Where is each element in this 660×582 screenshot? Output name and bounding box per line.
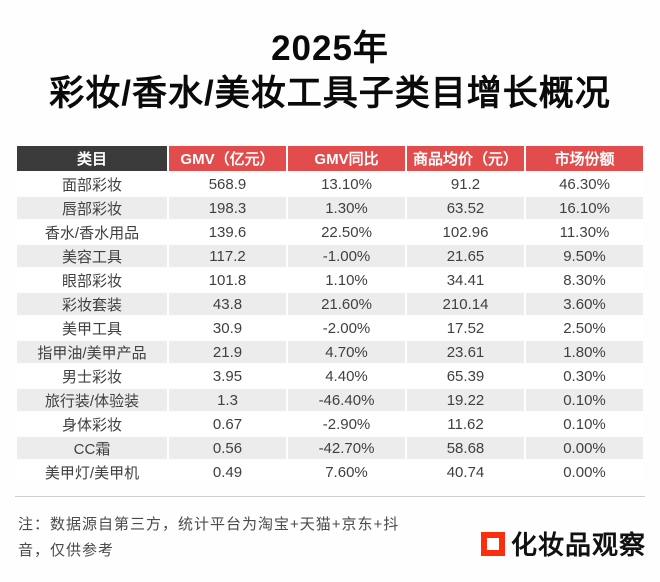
value-cell: 1.3 <box>169 389 286 411</box>
table-row: 唇部彩妆 198.3 1.30% 63.52 16.10% <box>17 197 643 219</box>
value-cell: 210.14 <box>407 293 524 315</box>
data-source-note: 注：数据源自第三方，统计平台为淘宝+天猫+京东+抖 音，仅供参考 <box>18 512 399 564</box>
value-cell: 1.30% <box>288 197 405 219</box>
note-line-2: 音，仅供参考 <box>18 542 115 559</box>
value-cell: 21.60% <box>288 293 405 315</box>
footer: 注：数据源自第三方，统计平台为淘宝+天猫+京东+抖 音，仅供参考 化妆品观察 <box>18 512 646 564</box>
value-cell: 46.30% <box>526 173 643 195</box>
category-cell: 旅行装/体验装 <box>17 389 167 411</box>
value-cell: 3.60% <box>526 293 643 315</box>
table-row: 身体彩妆 0.67 -2.90% 11.62 0.10% <box>17 413 643 435</box>
category-cell: 身体彩妆 <box>17 413 167 435</box>
value-cell: 19.22 <box>407 389 524 411</box>
value-cell: 4.40% <box>288 365 405 387</box>
value-cell: -42.70% <box>288 437 405 459</box>
category-cell: 美甲工具 <box>17 317 167 339</box>
column-header-category: 类目 <box>17 146 167 171</box>
value-cell: 3.95 <box>169 365 286 387</box>
value-cell: 30.9 <box>169 317 286 339</box>
value-cell: 0.00% <box>526 461 643 483</box>
value-cell: 0.10% <box>526 413 643 435</box>
value-cell: 0.10% <box>526 389 643 411</box>
table-row: 旅行装/体验装 1.3 -46.40% 19.22 0.10% <box>17 389 643 411</box>
value-cell: 63.52 <box>407 197 524 219</box>
category-cell: 唇部彩妆 <box>17 197 167 219</box>
value-cell: 139.6 <box>169 221 286 243</box>
value-cell: 40.74 <box>407 461 524 483</box>
category-cell: 彩妆套装 <box>17 293 167 315</box>
table-row: 美甲工具 30.9 -2.00% 17.52 2.50% <box>17 317 643 339</box>
value-cell: 0.00% <box>526 437 643 459</box>
value-cell: 16.10% <box>526 197 643 219</box>
table-row: CC霜 0.56 -42.70% 58.68 0.00% <box>17 437 643 459</box>
value-cell: 101.8 <box>169 269 286 291</box>
category-cell: CC霜 <box>17 437 167 459</box>
brand-name: 化妆品观察 <box>510 530 646 560</box>
data-table: 类目 GMV（亿元） GMV同比 商品均价（元） 市场份额 面部彩妆 568.9 13.10… <box>15 144 645 485</box>
value-cell: 11.30% <box>526 221 643 243</box>
value-cell: 2.50% <box>526 317 643 339</box>
table-body: 面部彩妆 568.9 13.10% 91.2 46.30% 唇部彩妆 198.3 1.30% 6… <box>17 173 643 483</box>
category-cell: 面部彩妆 <box>17 173 167 195</box>
table-row: 美甲灯/美甲机 0.49 7.60% 40.74 0.00% <box>17 461 643 483</box>
value-cell: 23.61 <box>407 341 524 363</box>
table-row: 香水/香水用品 139.6 22.50% 102.96 11.30% <box>17 221 643 243</box>
value-cell: 11.62 <box>407 413 524 435</box>
value-cell: 22.50% <box>288 221 405 243</box>
column-header: GMV同比 <box>288 146 405 171</box>
value-cell: 1.80% <box>526 341 643 363</box>
value-cell: 198.3 <box>169 197 286 219</box>
value-cell: 568.9 <box>169 173 286 195</box>
value-cell: 43.8 <box>169 293 286 315</box>
value-cell: 65.39 <box>407 365 524 387</box>
table-row: 眼部彩妆 101.8 1.10% 34.41 8.30% <box>17 269 643 291</box>
red-square-logo-icon <box>480 531 505 556</box>
table-row: 男士彩妆 3.95 4.40% 65.39 0.30% <box>17 365 643 387</box>
value-cell: -46.40% <box>288 389 405 411</box>
category-cell: 指甲油/美甲产品 <box>17 341 167 363</box>
table-row: 面部彩妆 568.9 13.10% 91.2 46.30% <box>17 173 643 195</box>
category-cell: 美容工具 <box>17 245 167 267</box>
page-title: 2025年 彩妆/香水/美妆工具子类目增长概况 <box>0 26 660 116</box>
value-cell: -2.00% <box>288 317 405 339</box>
value-cell: 13.10% <box>288 173 405 195</box>
category-cell: 美甲灯/美甲机 <box>17 461 167 483</box>
value-cell: 102.96 <box>407 221 524 243</box>
title-line-subject: 彩妆/香水/美妆工具子类目增长概况 <box>49 74 611 113</box>
table-row: 指甲油/美甲产品 21.9 4.70% 23.61 1.80% <box>17 341 643 363</box>
table-header-row: 类目 GMV（亿元） GMV同比 商品均价（元） 市场份额 <box>17 146 643 171</box>
value-cell: 0.30% <box>526 365 643 387</box>
value-cell: 9.50% <box>526 245 643 267</box>
brand-logo: 化妆品观察 <box>480 525 646 564</box>
value-cell: 0.56 <box>169 437 286 459</box>
value-cell: 4.70% <box>288 341 405 363</box>
value-cell: 7.60% <box>288 461 405 483</box>
table-row: 美容工具 117.2 -1.00% 21.65 9.50% <box>17 245 643 267</box>
category-cell: 男士彩妆 <box>17 365 167 387</box>
footer-divider <box>15 496 645 497</box>
title-line-year: 2025年 <box>271 29 389 68</box>
value-cell: -2.90% <box>288 413 405 435</box>
value-cell: 0.49 <box>169 461 286 483</box>
value-cell: 0.67 <box>169 413 286 435</box>
value-cell: 117.2 <box>169 245 286 267</box>
value-cell: 58.68 <box>407 437 524 459</box>
value-cell: 1.10% <box>288 269 405 291</box>
category-cell: 香水/香水用品 <box>17 221 167 243</box>
column-header: GMV（亿元） <box>169 146 286 171</box>
value-cell: 91.2 <box>407 173 524 195</box>
category-growth-table: 类目 GMV（亿元） GMV同比 商品均价（元） 市场份额 面部彩妆 568.9 13.10… <box>15 144 645 485</box>
column-header: 市场份额 <box>526 146 643 171</box>
note-line-1: 注：数据源自第三方，统计平台为淘宝+天猫+京东+抖 <box>18 516 400 533</box>
column-header: 商品均价（元） <box>407 146 524 171</box>
value-cell: 34.41 <box>407 269 524 291</box>
value-cell: 17.52 <box>407 317 524 339</box>
value-cell: 8.30% <box>526 269 643 291</box>
table-row: 彩妆套装 43.8 21.60% 210.14 3.60% <box>17 293 643 315</box>
value-cell: 21.65 <box>407 245 524 267</box>
category-cell: 眼部彩妆 <box>17 269 167 291</box>
value-cell: 21.9 <box>169 341 286 363</box>
value-cell: -1.00% <box>288 245 405 267</box>
